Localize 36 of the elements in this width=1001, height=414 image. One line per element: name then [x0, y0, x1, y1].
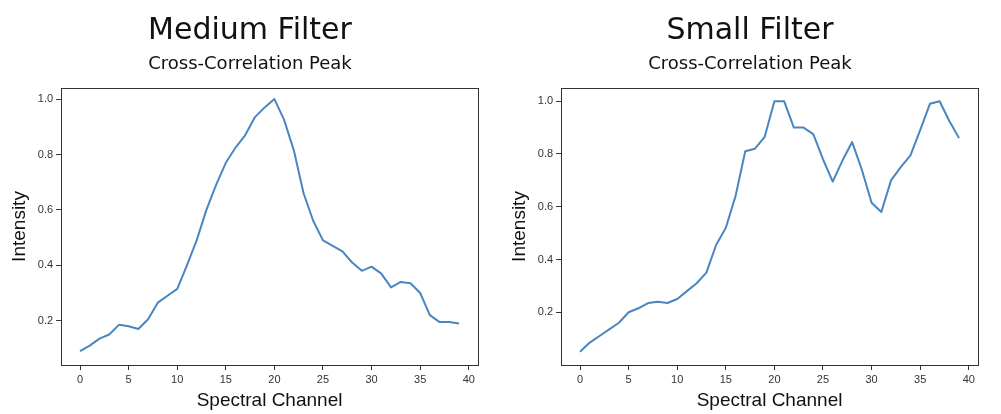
y-tick-label: 1.0 — [537, 94, 554, 107]
chart-subtitle: Cross-Correlation Peak — [647, 51, 853, 75]
x-tick-label: 15 — [719, 372, 732, 385]
y-tick-label: 1.0 — [37, 92, 54, 105]
y-tick-label: 0.4 — [537, 252, 554, 265]
y-tick-label: 0.8 — [537, 146, 554, 159]
x-tick-label: 25 — [316, 372, 330, 385]
x-tick-label: 10 — [171, 372, 184, 385]
x-tick-label: 5 — [625, 372, 632, 385]
x-tick-label: 30 — [865, 372, 878, 385]
y-axis-title: Intensity — [507, 190, 529, 262]
chart-title: Medium Filter — [147, 10, 353, 48]
y-tick-label: 0.2 — [537, 305, 554, 318]
x-tick-label: 40 — [962, 372, 975, 385]
x-tick-label: 40 — [462, 372, 475, 385]
x-tick-label: 25 — [816, 372, 830, 385]
x-tick-label: 5 — [125, 372, 132, 385]
x-tick-label: 35 — [414, 372, 427, 385]
y-tick-label: 0.2 — [37, 313, 54, 326]
y-tick-label: 0.6 — [37, 202, 54, 215]
chart-subtitle: Cross-Correlation Peak — [147, 51, 353, 75]
x-tick-label: 20 — [268, 372, 281, 385]
x-axis-title: Spectral Channel — [196, 388, 343, 410]
y-tick-label: 0.4 — [37, 258, 54, 271]
x-tick-label: 15 — [219, 372, 232, 385]
y-tick-label: 0.8 — [37, 147, 54, 160]
x-axis-title: Spectral Channel — [696, 388, 843, 410]
x-tick-label: 0 — [76, 372, 84, 385]
x-tick-label: 10 — [671, 372, 684, 385]
y-axis-title: Intensity — [7, 190, 29, 262]
x-tick-label: 35 — [914, 372, 927, 385]
x-tick-label: 0 — [576, 372, 584, 385]
x-tick-label: 30 — [365, 372, 378, 385]
x-tick-label: 20 — [768, 372, 781, 385]
y-tick-label: 0.6 — [537, 199, 554, 212]
chart-title: Small Filter — [665, 10, 835, 48]
